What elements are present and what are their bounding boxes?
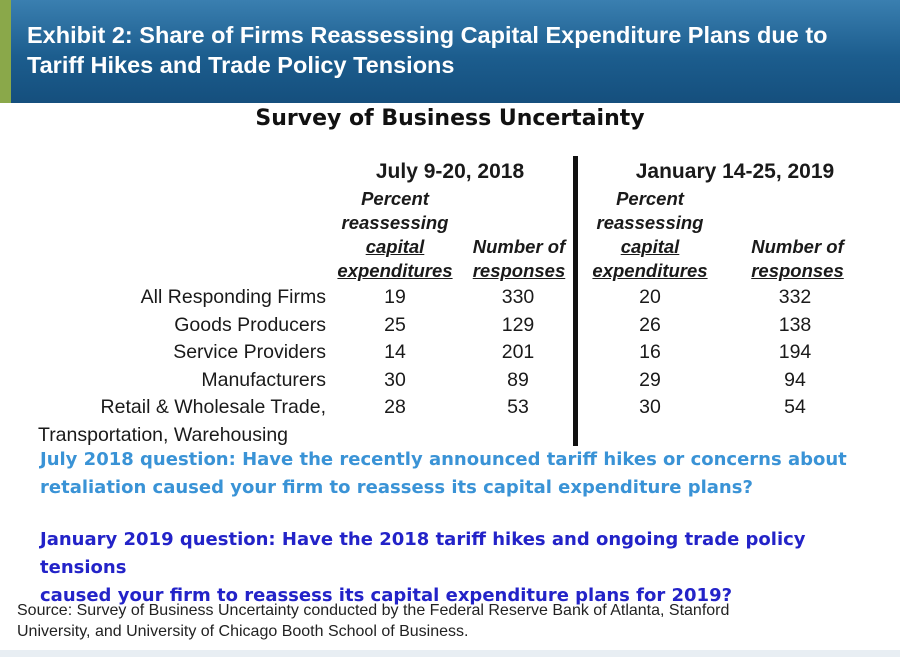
july-2018-question: July 2018 question: Have the recently an…	[40, 446, 880, 502]
exhibit-header: Exhibit 2: Share of Firms Reassessing Ca…	[0, 0, 900, 103]
col-2019-responses-header: Number of responses	[735, 235, 860, 283]
row-label-all-firms: All Responding Firms	[140, 286, 326, 308]
row-label-retail-wholesale: Retail & Wholesale Trade,	[100, 396, 326, 418]
col-header-line: capital	[365, 236, 425, 257]
survey-title: Survey of Business Uncertainty	[255, 106, 645, 131]
col-header-line: expenditures	[337, 260, 453, 281]
table-cell: 194	[778, 341, 812, 363]
table-cell: 19	[384, 286, 406, 308]
col-header-line: reassessing	[341, 212, 449, 233]
col-header-line: expenditures	[592, 260, 708, 281]
table-cell: 30	[384, 369, 406, 391]
table-cell: 14	[384, 341, 406, 363]
col-2019-percent-header: Percent reassessing capital expenditures	[585, 187, 715, 283]
col-header-line: Percent	[361, 188, 429, 209]
col-header-line: Number of	[472, 236, 566, 257]
row-label-transportation: Transportation, Warehousing	[38, 424, 289, 446]
col-header-line: capital	[620, 236, 680, 257]
row-label-goods-producers: Goods Producers	[174, 314, 326, 336]
table-cell: 129	[501, 314, 535, 336]
table-cell: 332	[778, 286, 812, 308]
exhibit-title-line2: Tariff Hikes and Trade Policy Tensions	[27, 52, 455, 78]
table-cell: 20	[639, 286, 661, 308]
col-2018-percent-header: Percent reassessing capital expenditures	[330, 187, 460, 283]
table-cell: 330	[501, 286, 535, 308]
january-question-line2: caused your firm to reassess its capital…	[40, 585, 733, 606]
table-cell: 16	[639, 341, 661, 363]
col-header-line: Number of	[751, 236, 844, 257]
period-2018-heading: July 9-20, 2018	[375, 160, 525, 183]
table-cell: 54	[784, 396, 806, 418]
table-cell: 89	[507, 369, 529, 391]
table-cell: 138	[778, 314, 812, 336]
source-line2: University, and University of Chicago Bo…	[17, 623, 469, 640]
col-2018-responses-header: Number of responses	[463, 235, 575, 283]
table-cell: 25	[384, 314, 406, 336]
header-accent-bar	[0, 0, 11, 103]
col-header-line: responses	[751, 260, 844, 281]
row-label-manufacturers: Manufacturers	[201, 369, 326, 391]
row-label-service-providers: Service Providers	[173, 341, 326, 363]
table-cell: 26	[639, 314, 661, 336]
july-question-line1: July 2018 question: Have the recently an…	[40, 449, 847, 470]
col-header-line: responses	[472, 260, 566, 281]
footer-strip	[0, 650, 900, 657]
col-header-line: Percent	[616, 188, 684, 209]
table-cell: 201	[501, 341, 535, 363]
january-question-line1: January 2019 question: Have the 2018 tar…	[40, 529, 806, 578]
col-header-line: reassessing	[596, 212, 704, 233]
table-cell: 29	[639, 369, 661, 391]
table-cell: 30	[639, 396, 661, 418]
period-divider	[573, 156, 578, 446]
january-2019-question: January 2019 question: Have the 2018 tar…	[40, 526, 880, 610]
source-line1: Source: Survey of Business Uncertainty c…	[17, 602, 730, 619]
source-note: Source: Survey of Business Uncertainty c…	[17, 600, 877, 642]
july-question-line2: retaliation caused your firm to reassess…	[40, 477, 753, 498]
table-cell: 94	[784, 369, 806, 391]
table-cell: 53	[507, 396, 529, 418]
exhibit-title: Exhibit 2: Share of Firms Reassessing Ca…	[27, 20, 887, 80]
exhibit-title-line1: Exhibit 2: Share of Firms Reassessing Ca…	[27, 22, 828, 48]
period-2019-heading: January 14-25, 2019	[635, 160, 835, 183]
table-cell: 28	[384, 396, 406, 418]
